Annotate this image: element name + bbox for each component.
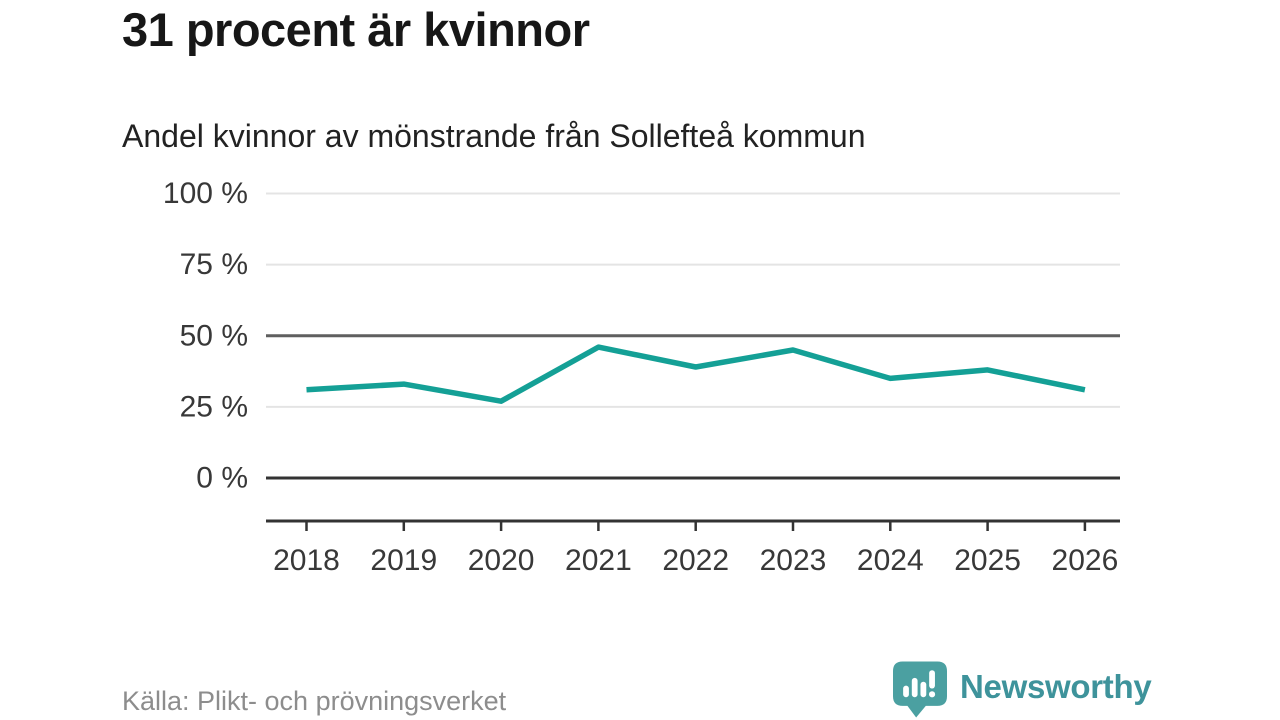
- x-axis-tick-label: 2026: [1052, 544, 1119, 577]
- y-axis-tick-label: 25 %: [180, 390, 248, 423]
- y-axis-tick-label: 50 %: [180, 319, 248, 352]
- speech-bubble-bar-chart-icon: [893, 661, 947, 718]
- brand-name: Newsworthy: [960, 667, 1152, 705]
- chart-subtitle: Andel kvinnor av mönstrande från Solleft…: [122, 118, 866, 154]
- x-axis-tick-label: 2021: [565, 544, 632, 577]
- logo-bubble-shape: [893, 661, 947, 718]
- x-axis-tick-label: 2024: [857, 544, 924, 577]
- logo-exclamation-bar: [929, 670, 935, 689]
- y-axis-tick-label: 0 %: [196, 462, 248, 495]
- y-axis-tick-label: 75 %: [180, 248, 248, 281]
- headline: 31 procent är kvinnor: [122, 3, 590, 56]
- y-axis-tick-label: 100 %: [163, 177, 248, 210]
- x-axis-tick-label: 2022: [662, 544, 729, 577]
- logo-bar-1: [903, 685, 909, 698]
- source-note: Källa: Plikt- och prövningsverket: [122, 686, 507, 716]
- x-axis-tick-label: 2020: [468, 544, 535, 577]
- logo-exclamation-dot: [928, 691, 936, 698]
- x-axis-tick-label: 2018: [273, 544, 340, 577]
- logo-bar-3: [920, 681, 927, 698]
- x-axis-tick-label: 2025: [954, 544, 1021, 577]
- newsworthy-logo: Newsworthy: [893, 661, 1152, 718]
- x-axis-tick-label: 2019: [370, 544, 437, 577]
- x-axis-tick-label: 2023: [760, 544, 827, 577]
- logo-bar-2: [911, 677, 918, 698]
- data-line-andel-kvinnor: [306, 344, 1086, 404]
